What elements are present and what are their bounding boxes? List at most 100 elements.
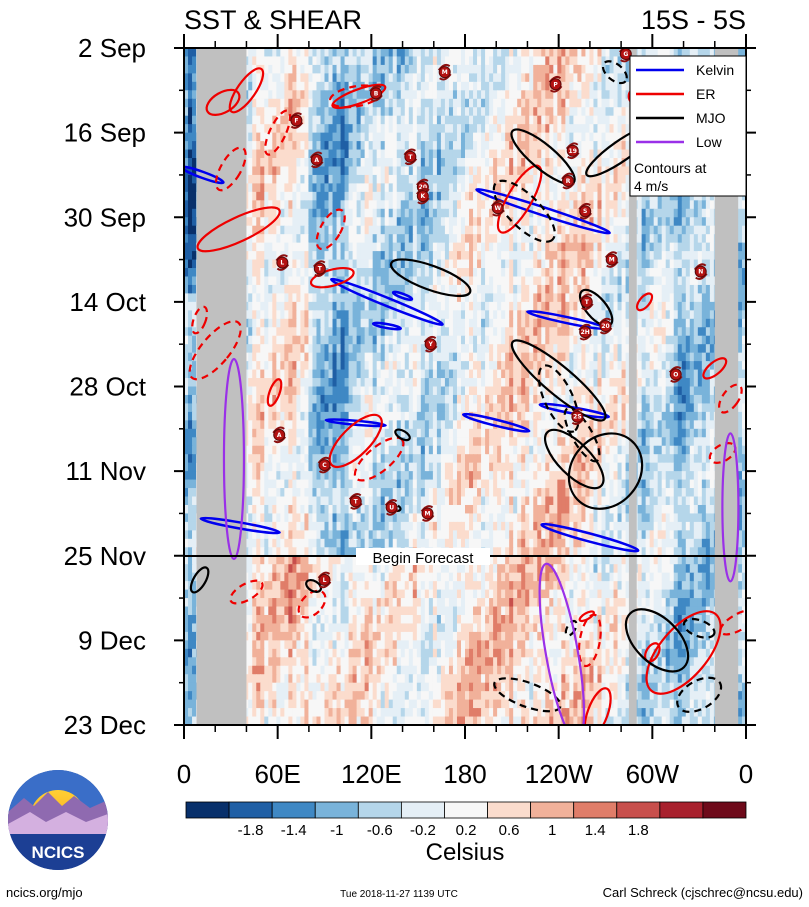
heatmap-cell [292, 276, 297, 286]
heatmap-cell [368, 149, 374, 159]
heatmap-cell [420, 132, 426, 142]
heatmap-cell [248, 327, 253, 337]
heatmap-cell [697, 276, 703, 286]
heatmap-cell [184, 225, 189, 235]
heatmap-cell [517, 208, 522, 218]
heatmap-cell [573, 73, 578, 83]
heatmap-cell [412, 234, 418, 244]
heatmap-cell [737, 284, 743, 295]
heatmap-cell [260, 318, 265, 328]
heatmap-cell [348, 64, 354, 74]
heatmap-cell [376, 115, 382, 125]
heatmap-cell [384, 81, 390, 91]
heatmap-cell [256, 251, 261, 261]
heatmap-cell [589, 124, 595, 134]
heatmap-cell [300, 318, 306, 328]
heatmap-cell [477, 166, 482, 176]
heatmap-cell [497, 81, 502, 91]
heatmap-cell [661, 259, 667, 269]
heatmap-cell [481, 81, 486, 91]
heatmap-cell [448, 335, 454, 345]
heatmap-cell [256, 284, 261, 295]
heatmap-cell [344, 56, 350, 66]
heatmap-cell [585, 132, 591, 142]
heatmap-cell [364, 251, 370, 261]
heatmap-cell [456, 158, 462, 168]
heatmap-cell [525, 251, 530, 261]
heatmap-cell [505, 318, 510, 328]
heatmap-cell [493, 225, 498, 235]
heatmap-cell [428, 166, 434, 176]
heatmap-cell [665, 327, 671, 337]
heatmap-cell [653, 268, 659, 278]
heatmap-cell [501, 64, 506, 74]
heatmap-cell [312, 301, 318, 311]
heatmap-cell [452, 124, 458, 134]
heatmap-cell [637, 225, 643, 235]
heatmap-cell [256, 166, 261, 176]
heatmap-cell [340, 200, 346, 210]
heatmap-cell [569, 234, 574, 244]
heatmap-cell [661, 200, 667, 210]
heatmap-cell [501, 276, 506, 286]
heatmap-cell [625, 64, 631, 74]
heatmap-cell [328, 149, 334, 159]
heatmap-cell [549, 141, 554, 151]
heatmap-cell [428, 268, 434, 278]
heatmap-cell [460, 200, 466, 210]
heatmap-cell [264, 301, 269, 311]
heatmap-cell [256, 158, 261, 168]
heatmap-cell [509, 242, 514, 252]
heatmap-cell [505, 251, 510, 261]
heatmap-cell [360, 200, 366, 210]
heatmap-cell [416, 251, 422, 261]
heatmap-cell [324, 293, 330, 303]
heatmap-cell [529, 124, 534, 134]
heatmap-cell [709, 268, 715, 278]
heatmap-cell [625, 183, 631, 193]
heatmap-cell [376, 73, 382, 83]
heatmap-cell [308, 344, 314, 354]
heatmap-cell [248, 81, 253, 91]
heatmap-cell [505, 98, 510, 108]
heatmap-cell [617, 174, 623, 184]
heatmap-cell [637, 318, 643, 328]
heatmap-cell [320, 90, 326, 100]
heatmap-cell [565, 242, 570, 252]
heatmap-cell [549, 64, 554, 74]
heatmap-cell [537, 73, 542, 83]
heatmap-cell [332, 293, 338, 303]
heatmap-cell [485, 64, 490, 74]
heatmap-cell [292, 48, 297, 58]
heatmap-cell [593, 90, 599, 100]
heatmap-cell [501, 251, 506, 261]
heatmap-cell [589, 191, 595, 201]
heatmap-cell [336, 64, 342, 74]
heatmap-cell [192, 107, 197, 117]
heatmap-cell [448, 107, 454, 117]
heatmap-cell [553, 132, 558, 142]
heatmap-cell [456, 225, 462, 235]
heatmap-cell [677, 208, 683, 218]
heatmap-cell [605, 132, 611, 142]
heatmap-cell [332, 107, 338, 117]
heatmap-cell [741, 310, 746, 320]
heatmap-cell [529, 48, 534, 58]
heatmap-cell [501, 90, 506, 100]
heatmap-cell [649, 225, 655, 235]
heatmap-cell [517, 259, 522, 269]
heatmap-cell [188, 141, 193, 151]
heatmap-cell [565, 115, 570, 125]
heatmap-cell [565, 141, 570, 151]
heatmap-cell [597, 141, 603, 151]
heatmap-cell [485, 234, 490, 244]
heatmap-cell [344, 149, 350, 159]
heatmap-cell [693, 293, 699, 303]
heatmap-cell [741, 242, 746, 252]
heatmap-cell [469, 208, 474, 218]
heatmap-cell [460, 318, 466, 328]
heatmap-cell [737, 318, 743, 328]
heatmap-cell [677, 293, 683, 303]
heatmap-cell [577, 81, 583, 91]
heatmap-cell [561, 73, 566, 83]
